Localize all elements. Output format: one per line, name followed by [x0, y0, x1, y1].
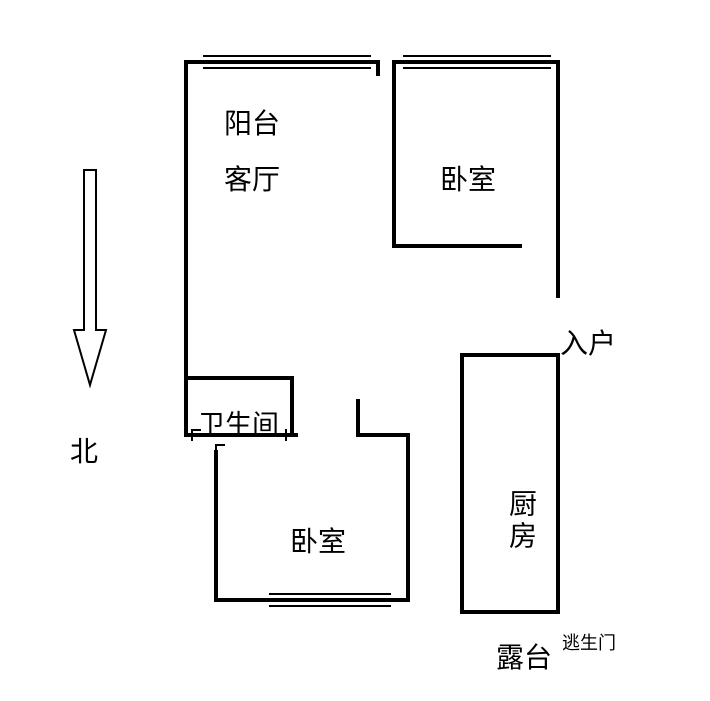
room-label-entry: 入户	[560, 322, 616, 362]
room-label-living: 客厅	[224, 158, 280, 198]
room-label-terrace: 露台	[496, 636, 552, 676]
room-label-bedroom2: 卧室	[290, 520, 346, 560]
room-label-escape: 逃生门	[562, 629, 616, 655]
room-label-kitchen: 厨房	[500, 489, 540, 553]
room-label-balcony: 阳台	[224, 102, 280, 142]
room-label-bedroom1: 卧室	[440, 158, 496, 198]
compass-label: 北	[70, 430, 98, 470]
room-label-bathroom: 卫生间	[198, 403, 279, 442]
